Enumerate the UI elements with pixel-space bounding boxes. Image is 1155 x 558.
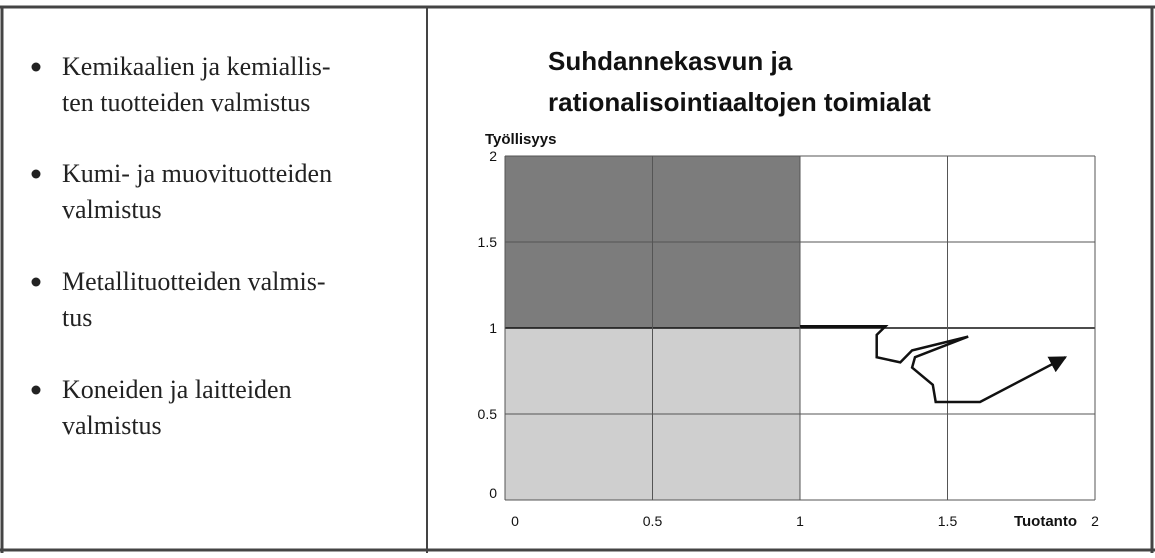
bullet-text: Metallituotteiden valmis-: [62, 267, 326, 296]
bullet-dot: [31, 385, 41, 395]
bullet-dot: [31, 169, 41, 179]
bullet-dot: [31, 277, 41, 287]
y-tick-label: 1: [489, 320, 497, 336]
x-tick-label: 2: [1091, 513, 1099, 529]
bullet-dot: [31, 62, 41, 72]
bullet-text: tus: [62, 303, 92, 332]
bullet-text: Koneiden ja laitteiden: [62, 375, 292, 404]
chart-title: rationalisointiaaltojen toimialat: [548, 87, 931, 117]
y-tick-label: 0.5: [478, 406, 498, 422]
x-tick-label: 1.5: [938, 513, 958, 529]
bullet-text: ten tuotteiden valmistus: [62, 88, 310, 117]
y-tick-label: 1.5: [478, 234, 498, 250]
x-tick-label: 0: [511, 513, 519, 529]
bullet-list: Kemikaalien ja kemiallis-ten tuotteiden …: [31, 52, 332, 440]
bullet-text: valmistus: [62, 195, 162, 224]
y-tick-label: 0: [489, 485, 497, 501]
y-tick-label: 2: [489, 148, 497, 164]
data-line: [800, 325, 1068, 404]
x-tick-label: 1: [796, 513, 804, 529]
x-axis-label: Tuotanto: [1014, 513, 1077, 530]
bullet-text: Kemikaalien ja kemiallis-: [62, 52, 331, 81]
chart-title: Suhdannekasvun ja: [548, 46, 793, 76]
bullet-text: Kumi- ja muovituotteiden: [62, 159, 332, 188]
x-tick-label: 0.5: [643, 513, 663, 529]
y-axis-label: Työllisyys: [485, 131, 556, 148]
bullet-text: valmistus: [62, 411, 162, 440]
